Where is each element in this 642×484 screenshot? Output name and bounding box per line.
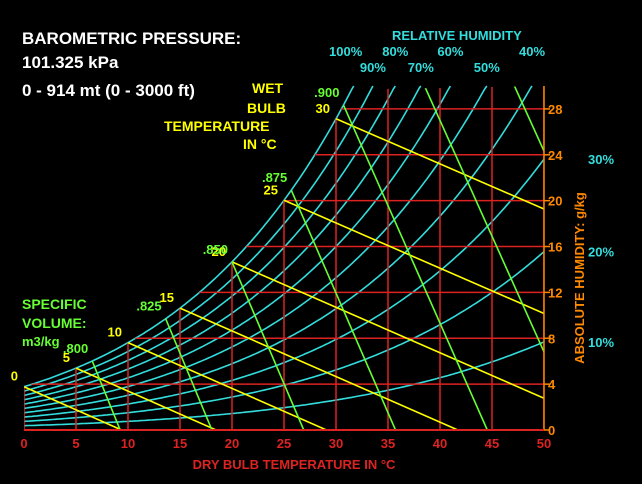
- wet-bulb-line-15: [179, 307, 459, 430]
- wet-bulb-value-0: 0: [11, 369, 18, 384]
- chart-title-pressure: BAROMETRIC PRESSURE:: [22, 29, 242, 48]
- wet-bulb-label-1: WET: [252, 80, 284, 96]
- wet-bulb-value-15: 15: [160, 290, 174, 305]
- specific-volume-value-3: .875: [262, 170, 287, 185]
- abs-humidity-tick-label-16: 16: [548, 240, 562, 255]
- chart-title-kpa: 101.325 kPa: [22, 53, 119, 72]
- specific-volume-line-0.925: [388, 86, 544, 430]
- wet-bulb-lines: [24, 118, 544, 430]
- dry-bulb-tick-label-40: 40: [433, 436, 447, 451]
- dry-bulb-tick-label-50: 50: [537, 436, 551, 451]
- dry-bulb-tick-label-45: 45: [485, 436, 499, 451]
- rh-curve-90: [23, 85, 374, 392]
- rh-label-80: 80%: [382, 44, 408, 59]
- wet-bulb-value-5: 5: [63, 350, 70, 365]
- dry-bulb-tick-label-5: 5: [72, 436, 79, 451]
- specific-volume-value-5: .925: [360, 0, 385, 3]
- wet-bulb-line-0: [24, 386, 122, 430]
- axes: [24, 86, 550, 431]
- dry-bulb-tick-label-10: 10: [121, 436, 135, 451]
- rh-curve-80: [23, 85, 396, 397]
- rh-label-10: 10%: [588, 335, 614, 350]
- dry-bulb-tick-label-35: 35: [381, 436, 395, 451]
- chart-labels: 051015202530.800.825.850.875.900.925.950…: [11, 0, 615, 472]
- dry-bulb-tick-label-0: 0: [20, 436, 27, 451]
- specific-volume-value-1: .825: [136, 299, 161, 314]
- specific-volume-line-0.875: [290, 189, 397, 430]
- wet-bulb-line-10: [127, 341, 327, 430]
- rh-label-50: 50%: [474, 60, 500, 75]
- abs-humidity-tick-label-8: 8: [548, 331, 555, 346]
- wet-bulb-line-20: [231, 261, 544, 430]
- chart-title-altitude: 0 - 914 mt (0 - 3000 ft): [22, 81, 195, 100]
- wet-bulb-line-25: [283, 199, 544, 430]
- rh-label-20: 20%: [588, 245, 614, 260]
- abs-humidity-tick-label-24: 24: [548, 148, 563, 163]
- abs-humidity-axis-title: ABSOLUTE HUMIDITY: g/kg: [572, 192, 587, 364]
- specific-volume-label-1: SPECIFIC: [22, 296, 87, 312]
- specific-volume-label-2: VOLUME:: [22, 315, 87, 331]
- specific-volume-line-0.85: [231, 261, 305, 430]
- dry-bulb-tick-label-30: 30: [329, 436, 343, 451]
- rh-label-40: 40%: [519, 44, 545, 59]
- specific-volume-value-0: .800: [63, 341, 88, 356]
- specific-volume-label-3: m3/kg: [22, 334, 60, 349]
- wet-bulb-value-25: 25: [264, 182, 278, 197]
- wet-bulb-value-20: 20: [212, 244, 226, 259]
- abs-humidity-tick-label-12: 12: [548, 285, 562, 300]
- dry-bulb-tick-label-25: 25: [277, 436, 291, 451]
- rh-label-30: 30%: [588, 152, 614, 167]
- wet-bulb-line-30: [335, 118, 544, 430]
- specific-volume-line-0.8: [91, 360, 121, 430]
- specific-volume-line-0.9: [342, 104, 489, 430]
- rh-label-70: 70%: [408, 60, 434, 75]
- wet-bulb-value-10: 10: [108, 325, 122, 340]
- rh-curve-100: [23, 85, 355, 388]
- abs-humidity-tick-label-4: 4: [548, 377, 556, 392]
- wet-bulb-label-4: IN °C: [243, 136, 277, 152]
- abs-humidity-tick-label-28: 28: [548, 102, 562, 117]
- wet-bulb-label-3: TEMPERATURE: [164, 118, 270, 134]
- specific-volume-line-0.825: [164, 318, 213, 430]
- specific-volume-value-2: .850: [203, 242, 228, 257]
- dry-bulb-tick-label-20: 20: [225, 436, 239, 451]
- abs-humidity-tick-label-0: 0: [548, 423, 555, 438]
- wet-bulb-label-2: BULB: [247, 100, 286, 116]
- dry-bulb-tick-label-15: 15: [173, 436, 187, 451]
- rh-curve-60: [23, 85, 452, 405]
- specific-volume-value-4: .900: [314, 85, 339, 100]
- rh-label-60: 60%: [437, 44, 463, 59]
- rh-label-100: 100%: [329, 44, 363, 59]
- rh-label-90: 90%: [360, 60, 386, 75]
- wet-bulb-value-30: 30: [316, 101, 330, 116]
- dry-bulb-axis-title: DRY BULB TEMPERATURE IN °C: [193, 457, 396, 472]
- specific-volume-lines: [91, 86, 544, 430]
- specific-volume-line-0.95: [429, 86, 544, 430]
- abs-humidity-tick-label-20: 20: [548, 194, 562, 209]
- rh-curve-70: [23, 85, 422, 401]
- rh-curve-40: [23, 85, 533, 414]
- relative-humidity-title: RELATIVE HUMIDITY: [392, 28, 522, 43]
